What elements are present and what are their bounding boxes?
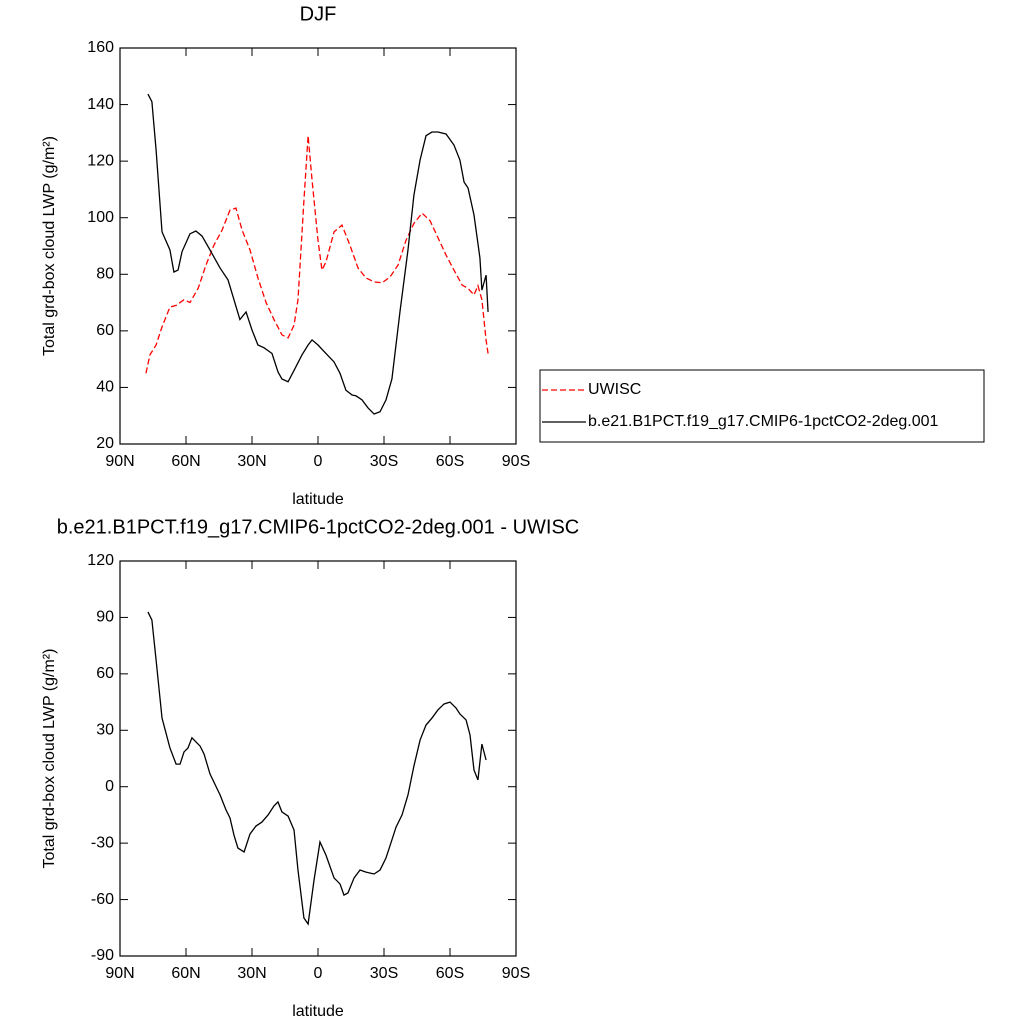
y-tick-label: 90: [96, 609, 114, 626]
x-tick-label: 90N: [105, 965, 134, 982]
x-tick-label: 30S: [370, 453, 398, 470]
y-tick-label: 160: [87, 39, 114, 56]
y-axis-label: Total grd-box cloud LWP (g/m²): [41, 136, 58, 356]
y-tick-label: 60: [96, 665, 114, 682]
x-tick-label: 60N: [171, 965, 200, 982]
y-tick-label: 60: [96, 322, 114, 339]
data-line: [147, 611, 487, 926]
y-axis-label: Total grd-box cloud LWP (g/m²): [41, 649, 58, 869]
y-tick-label: 100: [87, 209, 114, 226]
y-tick-label: 120: [87, 552, 114, 569]
legend: UWISC b.e21.B1PCT.f19_g17.CMIP6-1pctCO2-2…: [539, 369, 985, 443]
plot-frame: [119, 560, 517, 957]
y-tick-label: 0: [105, 778, 114, 795]
y-tick-label: -90: [91, 947, 114, 964]
x-tick-label: 90S: [502, 453, 530, 470]
x-tick-label: 0: [314, 965, 323, 982]
x-tick-label: 60N: [171, 453, 200, 470]
x-axis-label: latitude: [292, 491, 344, 508]
data-line: [147, 93, 489, 415]
x-tick-label: 90S: [502, 965, 530, 982]
chart-title: DJF: [300, 3, 337, 25]
y-tick-label: -60: [91, 891, 114, 908]
x-tick-label: 60S: [436, 453, 464, 470]
legend-label: UWISC: [588, 381, 641, 398]
y-tick-label: -30: [91, 834, 114, 851]
x-tick-label: 30N: [237, 965, 266, 982]
y-tick-label: 30: [96, 722, 114, 739]
y-tick-label: 20: [96, 435, 114, 452]
x-tick-label: 0: [314, 453, 323, 470]
y-tick-label: 40: [96, 379, 114, 396]
legend-label: b.e21.B1PCT.f19_g17.CMIP6-1pctCO2-2deg.0…: [588, 413, 939, 430]
x-tick-label: 60S: [436, 965, 464, 982]
y-tick-label: 80: [96, 266, 114, 283]
y-tick-label: 140: [87, 96, 114, 113]
plot-frame: [119, 47, 517, 445]
x-tick-label: 30S: [370, 965, 398, 982]
x-tick-label: 90N: [105, 453, 134, 470]
chart-title: b.e21.B1PCT.f19_g17.CMIP6-1pctCO2-2deg.0…: [57, 516, 579, 538]
data-line: [145, 135, 489, 374]
y-tick-label: 120: [87, 152, 114, 169]
x-axis-label: latitude: [292, 1003, 344, 1020]
legend-box: [539, 369, 985, 443]
x-tick-label: 30N: [237, 453, 266, 470]
